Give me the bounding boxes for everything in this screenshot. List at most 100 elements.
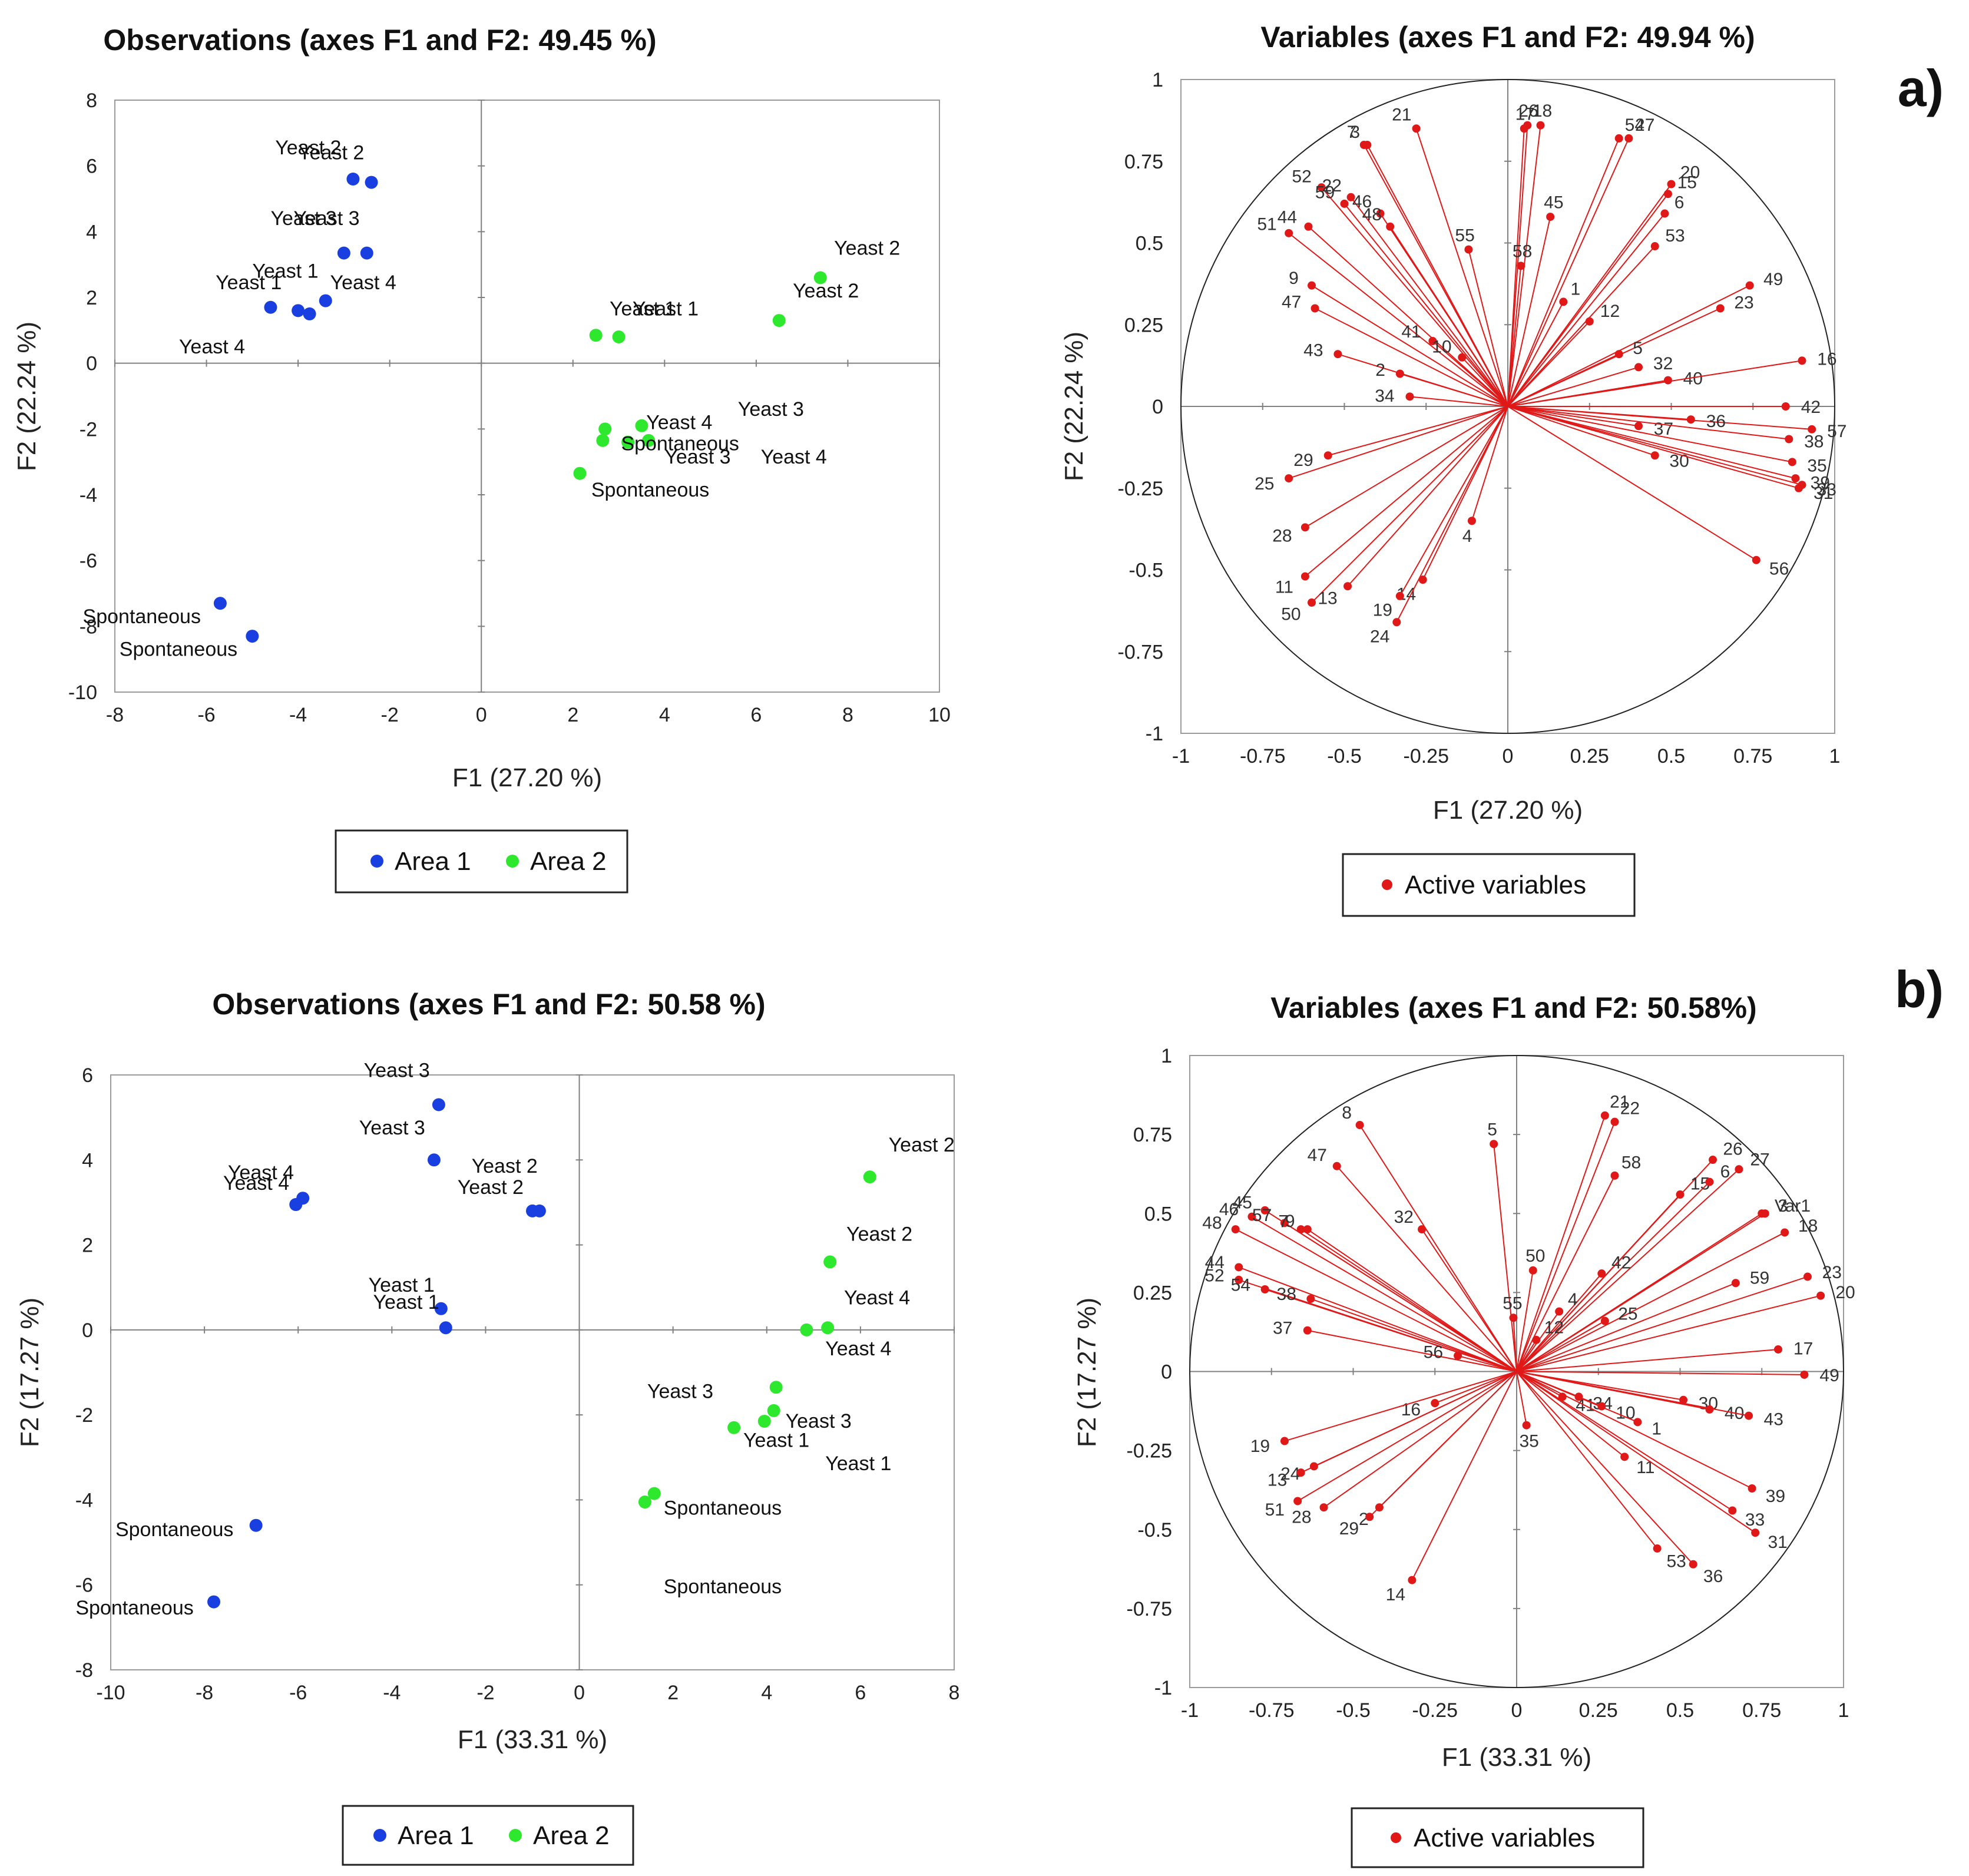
x-tick-label: -0.75 — [1240, 745, 1286, 767]
y-tick-label: -0.5 — [1129, 560, 1163, 582]
variable-vector — [1516, 1371, 1733, 1511]
variable-vector — [1507, 138, 1630, 407]
variable-vector — [1507, 216, 1551, 407]
variable-point — [1752, 555, 1760, 564]
variable-vector — [1507, 321, 1590, 407]
variable-point — [1794, 484, 1803, 492]
observation-point — [647, 1487, 661, 1500]
y-axis-label: F2 (22.24 %) — [12, 322, 41, 471]
observation-label: Yeast 1 — [373, 1291, 439, 1313]
variable-vector — [1288, 233, 1508, 407]
y-tick-label: -0.25 — [1118, 478, 1164, 500]
observation-point — [596, 434, 610, 447]
plot-frame — [110, 1074, 955, 1670]
y-tick-label: -8 — [75, 1659, 93, 1682]
variable-label: 54 — [1625, 115, 1644, 135]
variable-vector — [1507, 406, 1793, 463]
variable-vector — [1516, 1371, 1694, 1565]
variable-vector — [1396, 406, 1508, 623]
variable-point — [1306, 1295, 1315, 1303]
variable-label: 37 — [1273, 1319, 1292, 1338]
y-tick-label: -4 — [80, 484, 97, 507]
x-tick-label: 8 — [949, 1682, 960, 1704]
variable-label: 46 — [1219, 1200, 1239, 1219]
variable-label: 11 — [1275, 577, 1293, 597]
panel-label-b: b) — [1895, 960, 1944, 1018]
variable-point — [1758, 1209, 1766, 1218]
x-tick-label: 6 — [855, 1682, 866, 1704]
variable-label: 5 — [1633, 339, 1643, 358]
x-tick-label: 0.25 — [1570, 745, 1609, 767]
y-tick-label: 6 — [82, 1064, 93, 1087]
variable-label: 22 — [1322, 176, 1342, 196]
variable-vector — [1516, 1371, 1749, 1417]
variable-label: 46 — [1352, 192, 1372, 211]
legend-marker — [373, 1829, 386, 1842]
variable-label: 32 — [1653, 354, 1673, 373]
y-tick-label: -8 — [80, 616, 97, 638]
variable-vector — [1516, 1115, 1606, 1372]
observation-label: Yeast 3 — [359, 1117, 425, 1139]
observation-label: Yeast 2 — [834, 237, 900, 259]
x-tick-label: 10 — [928, 704, 951, 726]
variable-point — [1355, 1121, 1364, 1130]
observation-label: Yeast 2 — [458, 1176, 524, 1199]
x-tick-label: 0 — [476, 704, 487, 726]
variable-label: 1 — [1571, 279, 1581, 299]
variable-label: 56 — [1424, 1343, 1443, 1362]
variable-vector — [1513, 1318, 1517, 1372]
y-tick-label: -0.75 — [1118, 641, 1164, 663]
x-tick-label: 0.75 — [1742, 1699, 1781, 1722]
observation-label: Yeast 1 — [216, 272, 282, 294]
plot-frame — [114, 100, 940, 693]
variable-point — [1614, 134, 1623, 143]
variable-point — [1280, 1437, 1289, 1445]
observation-label: Yeast 3 — [293, 207, 359, 230]
observations-chart-a: Observations (axes F1 and F2: 49.45 %) -8… — [12, 24, 951, 894]
variable-point — [1395, 591, 1404, 600]
x-tick-label: 0.5 — [1657, 745, 1685, 767]
variable-label: 23 — [1822, 1263, 1842, 1282]
variable-label: 26 — [1518, 101, 1538, 121]
variable-label: 48 — [1202, 1213, 1222, 1233]
variable-point — [1781, 402, 1790, 411]
variable-label: 3 — [1350, 123, 1360, 142]
variable-vector — [1516, 1371, 1756, 1533]
x-tick-label: 8 — [842, 704, 853, 726]
y-tick-label: 0.5 — [1144, 1203, 1172, 1225]
y-tick-label: 0 — [86, 353, 97, 375]
variable-point — [1408, 1576, 1417, 1584]
x-tick-label: 6 — [750, 704, 762, 726]
variable-point — [1260, 1206, 1269, 1215]
variable-vector — [1308, 226, 1508, 407]
observation-point — [264, 300, 277, 314]
variable-label: 27 — [1635, 115, 1654, 135]
variable-vector — [1434, 1371, 1517, 1404]
y-tick-label: 6 — [86, 155, 97, 178]
y-tick-label: 0.5 — [1136, 233, 1163, 255]
variable-vector — [1311, 1298, 1517, 1372]
variable-label: 47 — [1308, 1146, 1327, 1165]
y-tick-label: 1 — [1152, 69, 1163, 91]
variable-point — [1231, 1225, 1240, 1234]
observation-label: Yeast 3 — [364, 1060, 430, 1082]
observation-point — [439, 1321, 452, 1335]
variable-point — [1585, 317, 1594, 326]
variable-label: 48 — [1362, 205, 1382, 224]
x-tick-label: -10 — [96, 1682, 125, 1704]
legend-marker — [509, 1829, 522, 1842]
variable-point — [1728, 1506, 1737, 1515]
variable-vector — [1507, 213, 1666, 407]
variable-label: 41 — [1401, 322, 1421, 342]
variable-point — [1247, 1212, 1256, 1221]
observation-point — [207, 1595, 221, 1609]
variable-point — [1308, 281, 1316, 290]
variable-vector — [1516, 1213, 1762, 1372]
variable-vector — [1409, 396, 1508, 407]
y-tick-label: 0 — [1161, 1361, 1172, 1384]
variable-label: 18 — [1798, 1216, 1818, 1236]
y-axis-label: F2 (22.24 %) — [1060, 332, 1088, 481]
variable-point — [1614, 350, 1623, 359]
variable-vector — [1471, 406, 1508, 521]
variable-point — [1405, 392, 1414, 401]
